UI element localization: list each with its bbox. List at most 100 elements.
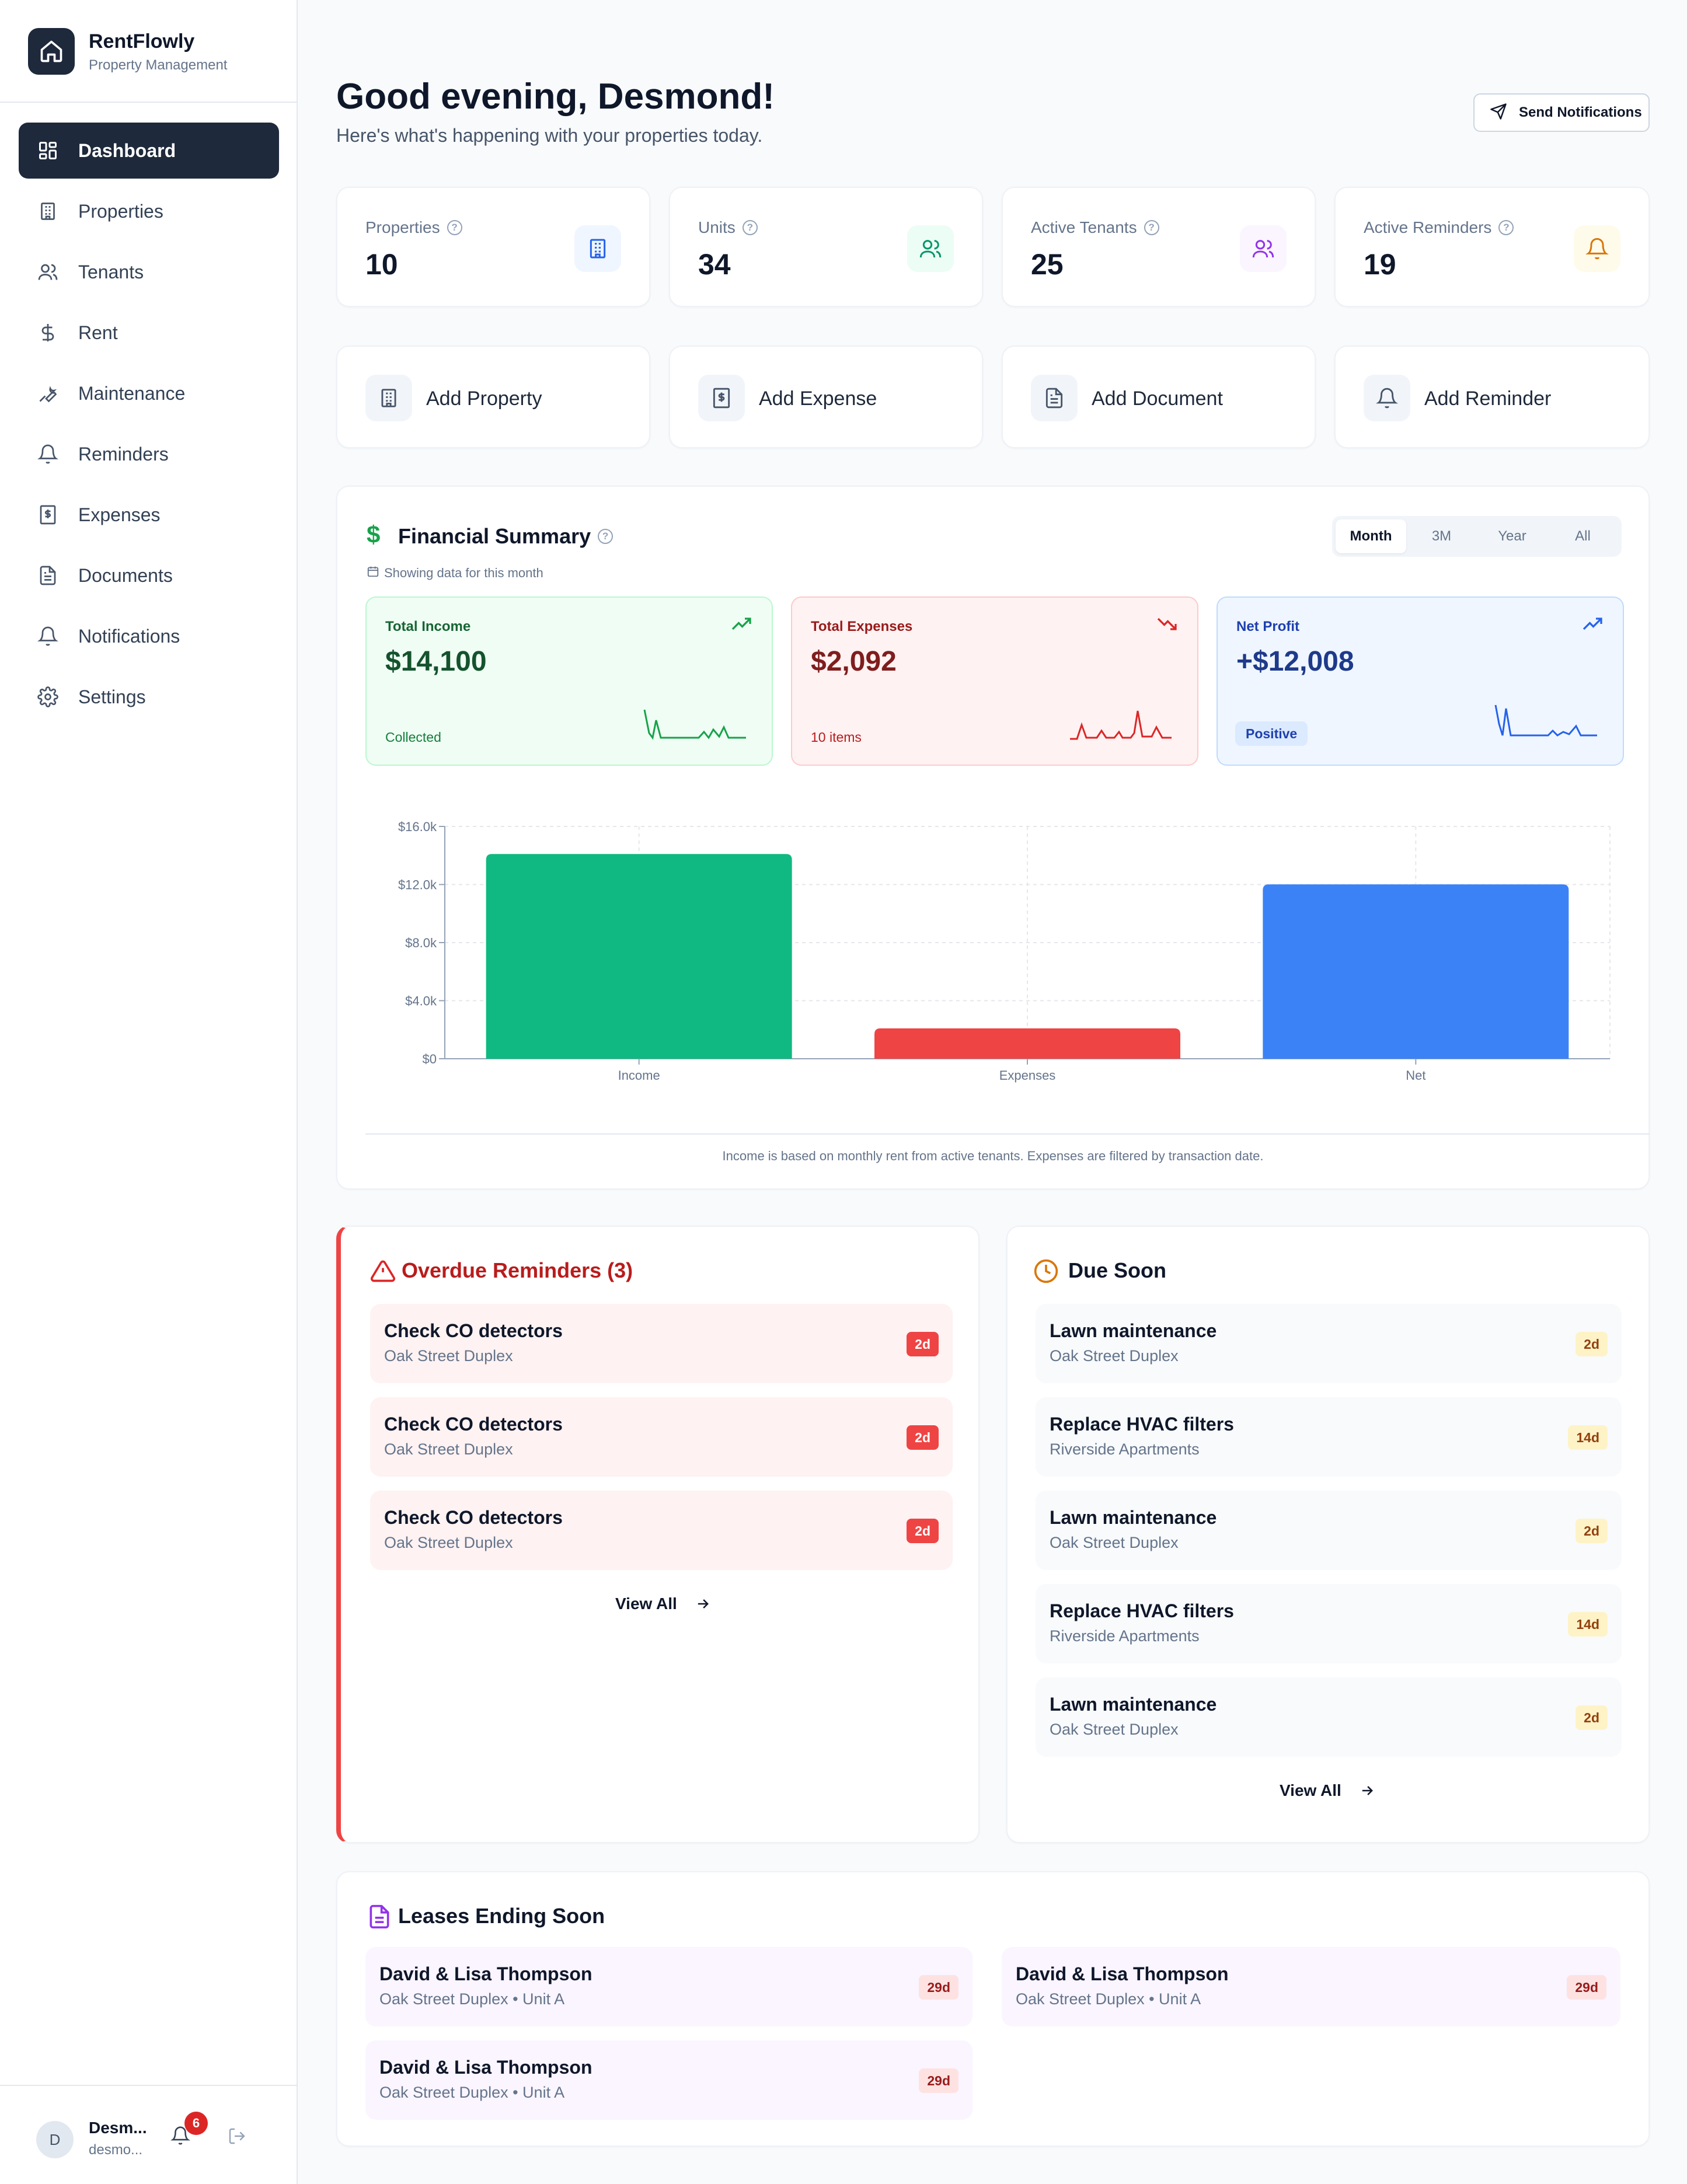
sidebar-item-reminders[interactable]: Reminders xyxy=(19,426,279,482)
overdue-badge: 2d xyxy=(907,1332,939,1356)
tenant-name: David & Lisa Thompson xyxy=(1016,1963,1229,1984)
sidebar-item-documents[interactable]: Documents xyxy=(19,547,279,603)
logout-icon[interactable] xyxy=(228,2127,251,2150)
stat-label: Active Tenants xyxy=(1031,218,1137,236)
lease-item[interactable]: David & Lisa Thompson Oak Street Duplex … xyxy=(365,2040,973,2120)
avatar[interactable]: D xyxy=(36,2121,74,2158)
expenses-label: Total Expenses xyxy=(811,619,913,634)
bar-income xyxy=(486,854,792,1059)
building-icon xyxy=(365,375,412,421)
help-icon[interactable]: ? xyxy=(742,220,758,235)
receipt-icon xyxy=(36,503,60,526)
due-badge: 14d xyxy=(1568,1425,1608,1450)
tenant-name: David & Lisa Thompson xyxy=(379,2057,592,2078)
help-icon[interactable]: ? xyxy=(447,220,462,235)
due-badge: 2d xyxy=(1576,1705,1608,1730)
due-soon-title: Due Soon xyxy=(1068,1258,1166,1282)
sidebar-item-properties[interactable]: Properties xyxy=(19,183,279,239)
expenses-foot: 10 items xyxy=(811,730,862,745)
due-soon-item[interactable]: Lawn maintenance Oak Street Duplex 2d xyxy=(1036,1304,1622,1383)
sidebar-item-notifications[interactable]: Notifications xyxy=(19,608,279,664)
positive-badge: Positive xyxy=(1235,721,1308,746)
net-profit-card: Net Profit +$12,008 Positive xyxy=(1217,596,1624,766)
y-tick-label: $16.0k xyxy=(398,819,437,834)
lease-unit: Oak Street Duplex • Unit A xyxy=(379,2084,565,2101)
action-label: Add Expense xyxy=(759,388,877,410)
financial-summary-title: Financial Summary xyxy=(398,524,591,548)
stat-value: 25 xyxy=(1031,248,1064,281)
sidebar-item-dashboard[interactable]: Dashboard xyxy=(19,123,279,179)
stat-card-active-reminders: Active Reminders? 19 xyxy=(1334,187,1650,307)
total-income-card: Total Income $14,100 Collected xyxy=(365,596,773,766)
building-icon xyxy=(574,225,621,272)
sidebar-item-tenants[interactable]: Tenants xyxy=(19,244,279,300)
add-property-button[interactable]: Add Property xyxy=(336,346,650,448)
due-soon-view-all-link[interactable]: View All xyxy=(1280,1781,1375,1800)
add-expense-button[interactable]: Add Expense xyxy=(669,346,983,448)
due-soon-item[interactable]: Lawn maintenance Oak Street Duplex 2d xyxy=(1036,1491,1622,1570)
due-badge: 2d xyxy=(1576,1332,1608,1356)
y-tick-label: $4.0k xyxy=(405,994,437,1009)
sidebar-item-label: Maintenance xyxy=(78,382,186,404)
range-year[interactable]: Year xyxy=(1498,528,1526,544)
bell-icon xyxy=(1364,375,1410,421)
overdue-item[interactable]: Check CO detectors Oak Street Duplex 2d xyxy=(370,1491,953,1570)
action-label: Add Reminder xyxy=(1424,388,1552,410)
bell-icon xyxy=(36,625,60,648)
overdue-reminders-card: Overdue Reminders (3) Check CO detectors… xyxy=(336,1226,980,1843)
reminder-title: Lawn maintenance xyxy=(1050,1507,1217,1528)
range-all[interactable]: All xyxy=(1575,528,1591,544)
document-icon xyxy=(1031,375,1078,421)
trend-up-icon xyxy=(1583,617,1602,630)
expenses-sparkline xyxy=(1070,710,1172,740)
stat-label: Active Reminders xyxy=(1364,218,1492,236)
x-tick-label: Expenses xyxy=(999,1068,1056,1083)
reminder-property: Oak Street Duplex xyxy=(384,1347,513,1365)
lease-days-badge: 29d xyxy=(919,2068,958,2093)
stat-card-units: Units? 34 xyxy=(669,187,983,307)
reminder-title: Check CO detectors xyxy=(384,1414,563,1435)
lease-item[interactable]: David & Lisa Thompson Oak Street Duplex … xyxy=(365,1947,973,2026)
overdue-badge: 2d xyxy=(907,1519,939,1543)
wrench-icon xyxy=(36,382,60,405)
notifications-bell-icon[interactable] xyxy=(170,2126,196,2151)
calendar-icon xyxy=(367,565,379,581)
help-icon[interactable]: ? xyxy=(598,529,614,544)
overdue-item[interactable]: Check CO detectors Oak Street Duplex 2d xyxy=(370,1397,953,1477)
stat-value: 19 xyxy=(1364,248,1396,281)
lease-item[interactable]: David & Lisa Thompson Oak Street Duplex … xyxy=(1002,1947,1620,2026)
add-reminder-button[interactable]: Add Reminder xyxy=(1334,346,1650,448)
sidebar-item-maintenance[interactable]: Maintenance xyxy=(19,365,279,421)
warning-icon xyxy=(371,1260,395,1282)
sidebar-item-expenses[interactable]: Expenses xyxy=(19,487,279,543)
brand: RentFlowly Property Management xyxy=(0,0,297,103)
send-notifications-button[interactable]: Send Notifications xyxy=(1473,93,1650,132)
overdue-view-all-link[interactable]: View All xyxy=(615,1595,711,1613)
building-icon xyxy=(36,200,60,223)
help-icon[interactable]: ? xyxy=(1498,220,1514,235)
range-month[interactable]: Month xyxy=(1336,519,1406,553)
reminder-property: Oak Street Duplex xyxy=(1050,1534,1179,1551)
arrow-right-icon xyxy=(1362,1786,1373,1795)
due-soon-item[interactable]: Lawn maintenance Oak Street Duplex 2d xyxy=(1036,1677,1622,1757)
net-value: +$12,008 xyxy=(1236,646,1354,677)
bell-icon xyxy=(1574,225,1620,272)
due-soon-item[interactable]: Replace HVAC filters Riverside Apartment… xyxy=(1036,1584,1622,1663)
reminder-title: Check CO detectors xyxy=(384,1507,563,1528)
sidebar-item-rent[interactable]: Rent xyxy=(19,305,279,361)
lease-unit: Oak Street Duplex • Unit A xyxy=(1016,1990,1201,2008)
page-subtitle: Here's what's happening with your proper… xyxy=(336,125,763,146)
due-soon-item[interactable]: Replace HVAC filters Riverside Apartment… xyxy=(1036,1397,1622,1477)
bar-expenses xyxy=(874,1028,1180,1059)
sidebar-item-settings[interactable]: Settings xyxy=(19,669,279,725)
range-3m[interactable]: 3M xyxy=(1431,528,1452,544)
notification-count-badge: 6 xyxy=(184,2112,208,2135)
add-document-button[interactable]: Add Document xyxy=(1002,346,1316,448)
income-label: Total Income xyxy=(385,619,471,634)
help-icon[interactable]: ? xyxy=(1144,220,1159,235)
sidebar-item-label: Dashboard xyxy=(78,139,176,161)
reminder-property: Riverside Apartments xyxy=(1050,1440,1200,1458)
users-icon xyxy=(1240,225,1287,272)
overdue-item[interactable]: Check CO detectors Oak Street Duplex 2d xyxy=(370,1304,953,1383)
divider xyxy=(365,1133,1650,1135)
